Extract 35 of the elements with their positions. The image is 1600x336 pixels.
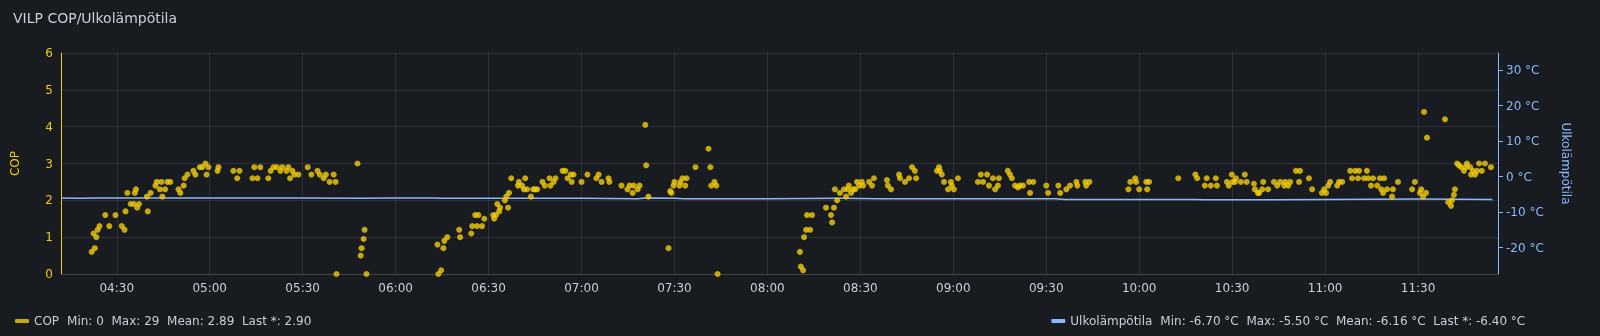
legend-label: COP (34, 314, 60, 328)
y-tick-label: 3 (45, 156, 53, 171)
x-tick-label: 09:30 (1028, 281, 1064, 295)
x-tick-label: 11:30 (1400, 281, 1436, 295)
y2-tick-label: 30 °C (1506, 63, 1540, 78)
x-tick-label: 05:30 (285, 281, 320, 295)
x-tick-label: 07:30 (657, 281, 692, 295)
x-tick-label: 06:30 (471, 281, 506, 295)
x-tick-label: 08:30 (843, 281, 878, 295)
legend-label: Ulkolämpötila (1070, 314, 1153, 328)
y2-axis-title: Ulkolämpötila (1559, 122, 1573, 205)
y-tick-label: 4 (45, 119, 53, 134)
chart-title: VILP COP/Ulkolämpötila (13, 10, 178, 26)
x-tick-label: 08:00 (750, 281, 785, 295)
y-axis-title: COP (8, 150, 22, 177)
x-tick-label: 10:00 (1121, 281, 1157, 295)
y-tick-label: 0 (45, 267, 53, 281)
y-tick-label: 2 (45, 193, 53, 208)
x-tick-label: 06:00 (378, 281, 413, 295)
x-tick-label: 11:00 (1307, 281, 1343, 295)
y2-tick-label: -10 °C (1506, 205, 1544, 220)
x-tick-label: 10:30 (1214, 281, 1250, 295)
x-tick-label: 07:00 (564, 281, 599, 295)
x-tick-label: 04:30 (99, 281, 135, 295)
y2-tick-label: 20 °C (1506, 98, 1540, 113)
y-tick-label: 1 (45, 230, 53, 245)
x-tick-label: 09:00 (936, 281, 971, 295)
y2-tick-label: -20 °C (1506, 240, 1544, 255)
y2-tick-label: 0 °C (1506, 169, 1532, 184)
y-tick-label: 5 (45, 82, 53, 97)
y-tick-label: 6 (45, 46, 53, 60)
x-tick-label: 05:00 (192, 281, 228, 295)
y2-tick-label: 10 °C (1506, 134, 1540, 149)
text: Min: -6.70 °C Max: -5.50 °C Mean: -6.16 °C Last *: -6.40 °C (1160, 314, 1526, 328)
text: Min: 0 Max: 29 Mean: 2.89 Last *: 2.90 (67, 314, 312, 328)
